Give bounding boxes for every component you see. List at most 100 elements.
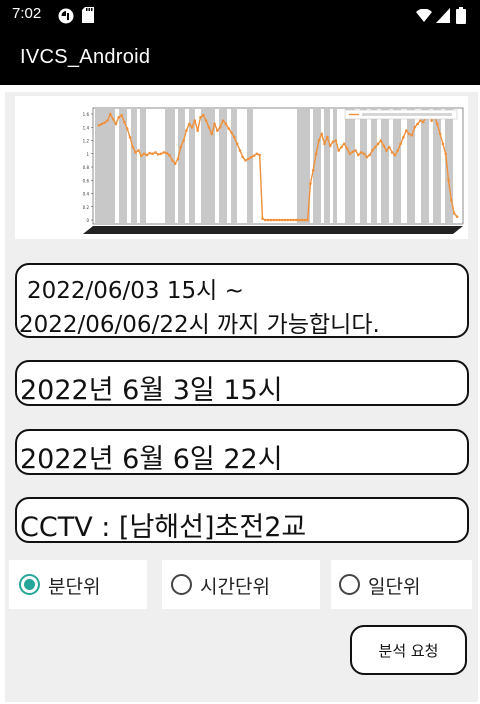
radio-minute[interactable]: 분단위 <box>9 560 147 609</box>
chart-background-bar <box>324 109 330 223</box>
data-point <box>117 116 121 119</box>
data-point <box>230 131 233 134</box>
data-point <box>100 122 104 126</box>
data-point <box>320 132 323 136</box>
data-point <box>388 145 391 149</box>
radio-minute-checked-icon[interactable] <box>19 574 40 595</box>
status-time: 7:02 <box>12 5 42 22</box>
availability-line-2: 2022/06/06/22시 까지 가능합니다. <box>19 312 380 338</box>
data-point <box>292 218 295 222</box>
data-point <box>264 218 267 222</box>
app-bar: IVCS_Android <box>0 32 480 85</box>
data-point <box>108 112 112 116</box>
data-point <box>210 132 214 136</box>
end-time-field[interactable]: 2022년 6월 6일 22시 <box>15 429 469 475</box>
y-tick-label: 1 <box>86 152 89 157</box>
data-point <box>354 149 357 152</box>
data-point <box>227 127 230 130</box>
radio-hour-unchecked-icon[interactable] <box>171 574 192 595</box>
data-point <box>390 151 394 154</box>
chart-background-bar <box>345 109 355 223</box>
data-point <box>258 153 261 157</box>
chart-background-bar <box>131 109 137 223</box>
chart-background-bar <box>178 109 185 223</box>
data-point <box>368 153 371 157</box>
data-point <box>106 119 109 122</box>
chart-background-bar <box>360 109 367 223</box>
data-point <box>311 169 315 172</box>
data-point <box>393 153 397 157</box>
data-point <box>111 118 115 121</box>
data-point <box>275 218 278 222</box>
y-tick-label: 1.6 <box>83 112 90 117</box>
data-point <box>373 145 377 149</box>
data-point <box>455 215 459 218</box>
data-point <box>241 155 245 159</box>
app-title: IVCS_Android <box>20 46 151 68</box>
y-tick-label: 0 <box>86 218 89 223</box>
x-tick-labels <box>83 226 463 234</box>
chart-svg: 0 0.2 0.4 0.6 0.8 1 1.2 1.4 1.6 <box>83 107 464 234</box>
data-point <box>441 142 445 146</box>
data-point <box>148 151 152 155</box>
radio-day[interactable]: 일단위 <box>331 560 472 609</box>
data-point <box>402 135 405 139</box>
y-tick-label: 0.8 <box>83 165 90 170</box>
chart-background-bar <box>393 109 401 223</box>
data-point <box>187 122 191 126</box>
sd-card-icon <box>82 7 94 23</box>
data-point <box>278 218 281 222</box>
chart-background-bar <box>95 109 115 223</box>
end-time-value: 2022년 6월 6일 22시 <box>20 444 283 475</box>
chart-background-bar <box>165 109 175 223</box>
data-point <box>151 152 154 156</box>
data-point <box>201 114 205 117</box>
data-point <box>221 119 225 122</box>
data-point <box>244 159 247 162</box>
data-point <box>134 151 137 154</box>
data-point <box>216 129 219 132</box>
radio-day-unchecked-icon[interactable] <box>339 574 360 595</box>
data-point <box>407 132 411 136</box>
radio-day-label: 일단위 <box>368 576 421 598</box>
y-tick-label: 0.2 <box>83 205 90 210</box>
start-time-field[interactable]: 2022년 6월 3일 15시 <box>15 360 469 406</box>
data-point <box>255 152 259 156</box>
chart-plot-area <box>92 107 464 225</box>
data-point <box>103 121 106 124</box>
data-point <box>314 152 318 156</box>
start-time-value: 2022년 6월 3일 15시 <box>20 375 283 406</box>
signal-icon <box>436 8 450 23</box>
data-point <box>114 122 118 126</box>
data-point <box>142 152 146 156</box>
data-point <box>331 140 335 144</box>
data-point <box>196 129 199 132</box>
data-point <box>382 144 386 148</box>
data-point <box>303 218 307 222</box>
data-point <box>297 218 301 222</box>
cctv-field[interactable]: CCTV : [남해선]초전2교 <box>15 497 469 543</box>
status-bar: 7:02 <box>0 0 480 32</box>
data-point <box>385 149 388 152</box>
data-point <box>269 218 273 222</box>
data-point <box>193 119 197 122</box>
chart-background-bar <box>231 109 237 223</box>
data-point <box>97 123 101 127</box>
chart-background-bar <box>421 109 429 223</box>
analyze-request-button[interactable]: 분석 요청 <box>350 625 467 675</box>
wifi-icon <box>416 9 432 22</box>
data-point <box>410 133 414 137</box>
data-point <box>416 122 419 126</box>
data-point <box>326 135 329 139</box>
data-point <box>309 182 312 185</box>
data-point <box>404 129 408 132</box>
data-point <box>123 120 126 124</box>
data-point <box>323 142 326 146</box>
radio-hour[interactable]: 시간단위 <box>162 560 320 609</box>
data-point <box>421 120 425 124</box>
data-point <box>283 218 287 222</box>
legend-text-placeholder <box>362 113 452 116</box>
data-point <box>131 145 135 149</box>
data-point <box>233 135 236 139</box>
data-point <box>159 152 163 156</box>
